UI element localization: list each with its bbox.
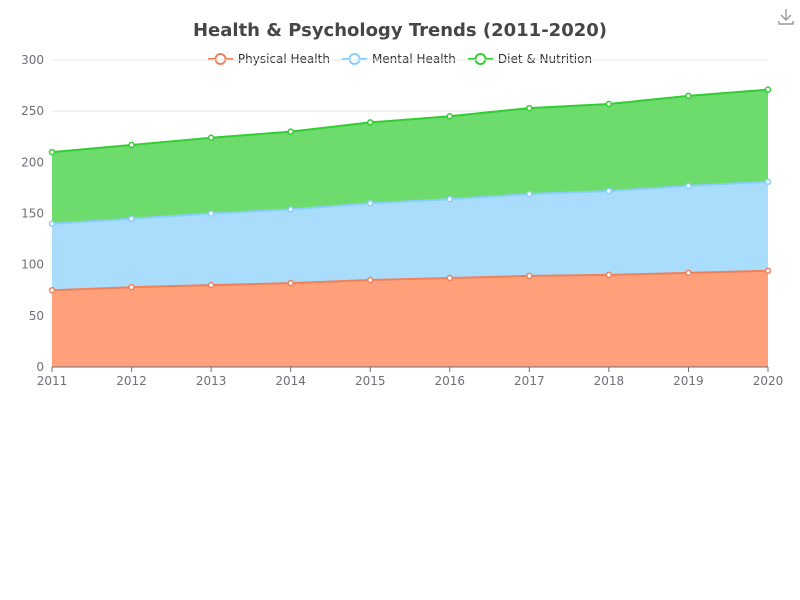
x-tick-label: 2018 [594,374,625,388]
legend-marker-diet-nutrition [467,53,493,65]
series-line-1 [51,180,769,225]
x-tick-label: 2020 [753,374,784,388]
data-point-0-9 [764,267,772,275]
data-point-0-2 [207,281,215,289]
area-1 [52,181,768,291]
legend-item-physical-health[interactable]: Physical Health [207,52,330,66]
data-point-1-5 [446,195,454,203]
data-point-1-9 [764,178,772,186]
y-tick-label: 0 [36,360,44,374]
data-point-1-6 [526,190,533,198]
data-point-2-5 [446,113,454,120]
series-line-2 [51,88,769,154]
legend-marker-physical-health [207,53,233,65]
data-point-0-6 [526,272,533,280]
data-point-0-4 [366,276,374,284]
data-point-0-7 [605,271,613,279]
area-0 [52,270,768,367]
data-point-2-4 [366,119,374,126]
legend-item-diet-nutrition[interactable]: Diet & Nutrition [467,52,593,66]
legend-item-mental-health[interactable]: Mental Health [341,52,456,66]
data-point-2-1 [128,141,135,149]
y-tick-label: 50 [29,309,44,323]
data-point-2-9 [764,86,772,93]
x-tick-label: 2013 [196,374,227,388]
data-point-1-1 [128,215,135,222]
data-point-2-7 [605,100,613,108]
data-point-2-8 [685,92,692,100]
x-tick-label: 2016 [435,374,466,388]
data-point-2-0 [48,148,56,156]
data-point-0-0 [48,287,56,294]
data-point-0-8 [685,269,692,277]
chart-title: Health & Psychology Trends (2011-2020) [192,20,608,41]
x-tick-label: 2017 [514,374,545,388]
download-icon[interactable] [776,6,796,26]
data-point-0-5 [446,274,454,282]
x-tick-label: 2011 [37,374,68,388]
x-tick-label: 2014 [275,374,306,388]
x-tick-label: 2019 [673,374,704,388]
x-tick-label: 2015 [355,374,386,388]
data-point-2-2 [207,134,215,142]
data-point-1-7 [605,187,613,195]
data-point-1-3 [287,206,294,213]
data-point-0-1 [128,283,135,291]
data-point-1-4 [366,200,374,207]
x-tick-label: 2012 [116,374,147,388]
series-line-0 [51,269,769,292]
data-point-0-3 [287,279,294,287]
data-point-1-8 [685,182,692,190]
y-tick-label: 200 [21,155,44,169]
data-point-1-0 [48,220,56,227]
y-tick-label: 150 [21,207,44,221]
legend-label-physical-health: Physical Health [237,52,330,66]
y-tick-label: 250 [21,104,44,118]
legend-marker-mental-health [341,53,367,65]
y-tick-label: 100 [21,258,44,272]
legend-label-diet-nutrition: Diet & Nutrition [497,52,593,66]
data-point-2-6 [526,104,533,112]
legend-label-mental-health: Mental Health [371,52,456,66]
legend: Physical Health Mental Health Diet & Nut… [0,52,800,66]
data-point-1-2 [207,210,215,217]
area-2 [52,89,768,224]
data-point-2-3 [287,128,294,135]
